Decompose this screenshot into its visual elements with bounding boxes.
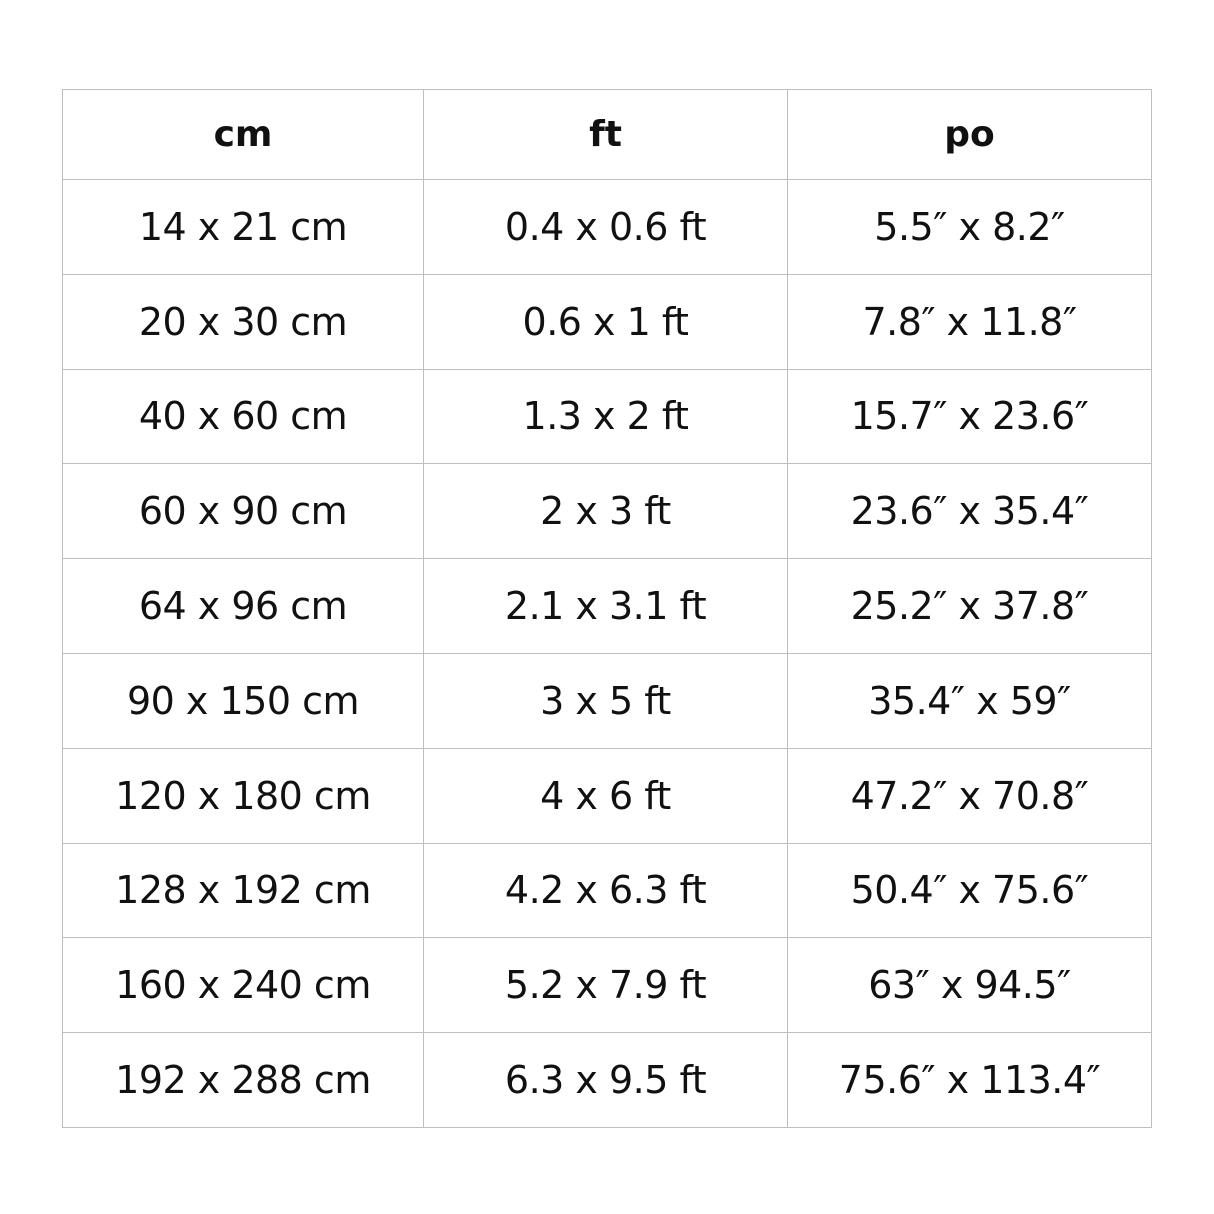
cell-po: 15.7″ x 23.6″ bbox=[787, 368, 1152, 465]
header-po: po bbox=[787, 89, 1152, 180]
table-row: 160 x 240 cm 5.2 x 7.9 ft 63″ x 94.5″ bbox=[62, 937, 1152, 1034]
cell-po: 25.2″ x 37.8″ bbox=[787, 558, 1152, 654]
cell-cm: 192 x 288 cm bbox=[62, 1032, 424, 1128]
table-row: 64 x 96 cm 2.1 x 3.1 ft 25.2″ x 37.8″ bbox=[62, 558, 1152, 654]
cell-ft: 0.4 x 0.6 ft bbox=[423, 179, 788, 275]
cell-po: 63″ x 94.5″ bbox=[787, 937, 1152, 1034]
cell-po: 35.4″ x 59″ bbox=[787, 652, 1152, 749]
cell-cm: 128 x 192 cm bbox=[62, 842, 424, 939]
table-row: 60 x 90 cm 2 x 3 ft 23.6″ x 35.4″ bbox=[62, 463, 1152, 560]
cell-cm: 90 x 150 cm bbox=[62, 652, 424, 749]
cell-ft: 2 x 3 ft bbox=[423, 463, 788, 560]
table-row: 120 x 180 cm 4 x 6 ft 47.2″ x 70.8″ bbox=[62, 747, 1152, 844]
cell-cm: 64 x 96 cm bbox=[62, 558, 424, 654]
size-conversion-table: cm ft po 14 x 21 cm 0.4 x 0.6 ft 5.5″ x 8.… bbox=[62, 89, 1152, 1128]
cell-po: 47.2″ x 70.8″ bbox=[787, 747, 1152, 844]
cell-cm: 120 x 180 cm bbox=[62, 747, 424, 844]
cell-ft: 4 x 6 ft bbox=[423, 747, 788, 844]
table-row: 20 x 30 cm 0.6 x 1 ft 7.8″ x 11.8″ bbox=[62, 273, 1152, 370]
cell-ft: 1.3 x 2 ft bbox=[423, 368, 788, 465]
cell-po: 7.8″ x 11.8″ bbox=[787, 273, 1152, 370]
cell-po: 75.6″ x 113.4″ bbox=[787, 1032, 1152, 1128]
cell-cm: 14 x 21 cm bbox=[62, 179, 424, 275]
cell-ft: 4.2 x 6.3 ft bbox=[423, 842, 788, 939]
cell-ft: 3 x 5 ft bbox=[423, 652, 788, 749]
cell-cm: 40 x 60 cm bbox=[62, 368, 424, 465]
header-row: cm ft po bbox=[62, 89, 1152, 180]
table-row: 40 x 60 cm 1.3 x 2 ft 15.7″ x 23.6″ bbox=[62, 368, 1152, 465]
table-row: 128 x 192 cm 4.2 x 6.3 ft 50.4″ x 75.6″ bbox=[62, 842, 1152, 939]
cell-cm: 60 x 90 cm bbox=[62, 463, 424, 560]
cell-po: 23.6″ x 35.4″ bbox=[787, 463, 1152, 560]
cell-po: 50.4″ x 75.6″ bbox=[787, 842, 1152, 939]
cell-ft: 0.6 x 1 ft bbox=[423, 273, 788, 370]
table-row: 14 x 21 cm 0.4 x 0.6 ft 5.5″ x 8.2″ bbox=[62, 179, 1152, 275]
cell-ft: 6.3 x 9.5 ft bbox=[423, 1032, 788, 1128]
table-row: 192 x 288 cm 6.3 x 9.5 ft 75.6″ x 113.4″ bbox=[62, 1032, 1152, 1128]
cell-po: 5.5″ x 8.2″ bbox=[787, 179, 1152, 275]
cell-ft: 5.2 x 7.9 ft bbox=[423, 937, 788, 1034]
header-cm: cm bbox=[62, 89, 424, 180]
cell-ft: 2.1 x 3.1 ft bbox=[423, 558, 788, 654]
header-ft: ft bbox=[423, 89, 788, 180]
cell-cm: 160 x 240 cm bbox=[62, 937, 424, 1034]
cell-cm: 20 x 30 cm bbox=[62, 273, 424, 370]
table-row: 90 x 150 cm 3 x 5 ft 35.4″ x 59″ bbox=[62, 652, 1152, 749]
